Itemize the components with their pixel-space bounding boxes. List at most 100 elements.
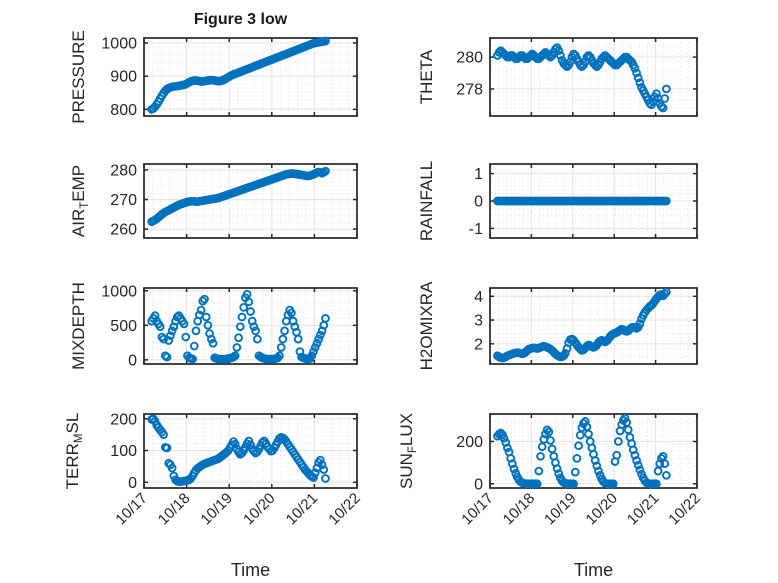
data-point	[508, 459, 517, 469]
subplot-mixdepth: 0 500 1000 MIXDEPTH	[69, 282, 358, 370]
data-point	[499, 433, 509, 443]
x-tick-labels: 10/17 10/18 10/19 10/20 10/21 10/22	[112, 490, 364, 529]
data-point	[309, 347, 318, 356]
x-tick-label: 10/21	[624, 490, 663, 529]
x-tick-label: 10/22	[665, 490, 704, 529]
data-point	[565, 57, 575, 67]
data-point	[620, 413, 630, 423]
x-tick-labels: 10/17 10/18 10/19 10/20 10/21 10/22	[458, 490, 704, 529]
subplot-h2omixra: 2 3 4 H2OMIXRA	[417, 281, 698, 370]
data-point	[188, 354, 197, 364]
data-point	[237, 312, 247, 322]
data-point	[252, 334, 262, 344]
data-point	[635, 78, 645, 87]
data-point	[319, 465, 329, 474]
y-axis-label: MIXDEPTH	[69, 282, 88, 370]
data-point	[321, 314, 330, 323]
major-gridlines	[145, 289, 356, 363]
subplot-air_temp: 260 270 280 AIRTEMP	[69, 162, 358, 239]
data-point	[244, 297, 254, 307]
data-point	[181, 332, 191, 342]
x-tick-label: 10/18	[155, 490, 194, 529]
data-point	[630, 450, 640, 460]
data-point	[546, 436, 555, 445]
data-point	[556, 51, 565, 60]
data-point	[534, 466, 544, 476]
data-point	[159, 334, 168, 344]
y-tick-label: 1000	[101, 35, 137, 52]
data-point	[552, 464, 562, 473]
x-tick-label: 10/17	[458, 490, 497, 529]
y-tick-label: 280	[456, 50, 483, 67]
data-point	[539, 49, 549, 59]
y-tick-label: 3	[474, 313, 483, 330]
tick-marks	[489, 288, 698, 364]
plot-area	[489, 37, 698, 117]
y-tick-labels: 0 500 1000	[101, 283, 137, 369]
y-tick-label: 270	[110, 192, 137, 209]
y-tick-labels: 260 270 280	[110, 162, 137, 238]
data-point	[201, 312, 211, 322]
subplot-theta: 278 280 THETA	[417, 37, 698, 117]
data-point	[609, 479, 618, 489]
data-point	[632, 68, 641, 78]
data-point	[635, 465, 645, 475]
subplot-pressure: 800 900 1000 PRESSURE	[69, 30, 358, 124]
data-series	[493, 287, 671, 363]
tick-marks	[489, 38, 698, 116]
x-tick-label: 10/20	[240, 490, 279, 529]
data-point	[179, 319, 189, 329]
data-series	[147, 36, 330, 114]
data-point	[164, 336, 174, 345]
data-point	[189, 341, 199, 351]
data-point	[321, 36, 330, 46]
data-point	[310, 343, 320, 352]
data-point	[321, 166, 330, 176]
data-point	[196, 305, 206, 315]
data-point	[635, 319, 645, 328]
y-axis-label: SUNFLUX	[397, 413, 419, 489]
y-tick-label: 2	[474, 336, 483, 353]
data-point	[658, 103, 668, 113]
data-point	[660, 459, 670, 469]
data-point	[577, 423, 587, 433]
y-tick-labels: 800 900 1000	[101, 35, 137, 118]
data-point	[660, 94, 670, 103]
y-tick-labels: 2 3 4	[474, 289, 483, 354]
data-point	[662, 287, 671, 297]
data-point	[234, 333, 243, 343]
data-point	[630, 63, 640, 73]
x-tick-label: 10/20	[582, 490, 621, 529]
data-point	[310, 468, 320, 478]
subplot-rainfall: -1 0 1 RAINFALL	[417, 161, 698, 241]
subplot-sun_flux: 0 200 SUNFLUX 10/17 10/18 10/19 10/20 10/21 10/2…	[397, 413, 704, 580]
y-tick-label: 100	[110, 443, 137, 460]
y-tick-label: 278	[456, 81, 483, 98]
y-axis-label: PRESSURE	[69, 30, 88, 124]
data-point	[509, 464, 519, 474]
data-point	[494, 47, 504, 57]
y-tick-label: 280	[110, 162, 137, 179]
data-point	[155, 322, 165, 332]
data-series	[493, 43, 671, 113]
y-tick-label: 200	[456, 434, 483, 451]
tick-marks	[143, 164, 358, 238]
data-point	[580, 417, 590, 426]
y-axis-label: H2OMIXRA	[417, 281, 436, 370]
y-axis-label: THETA	[417, 49, 436, 104]
y-tick-labels: -1 0 1	[469, 166, 483, 238]
data-point	[230, 439, 240, 449]
data-point	[633, 73, 643, 83]
y-tick-label: 260	[110, 222, 137, 239]
data-point	[293, 334, 303, 344]
data-series	[493, 413, 671, 489]
data-point	[501, 438, 511, 447]
data-series	[147, 414, 330, 487]
data-point	[167, 463, 177, 473]
data-point	[314, 334, 324, 344]
y-axis-label: AIRTEMP	[69, 165, 91, 237]
y-tick-label: -1	[469, 221, 483, 238]
data-point	[590, 456, 600, 465]
y-tick-label: 800	[110, 102, 137, 119]
